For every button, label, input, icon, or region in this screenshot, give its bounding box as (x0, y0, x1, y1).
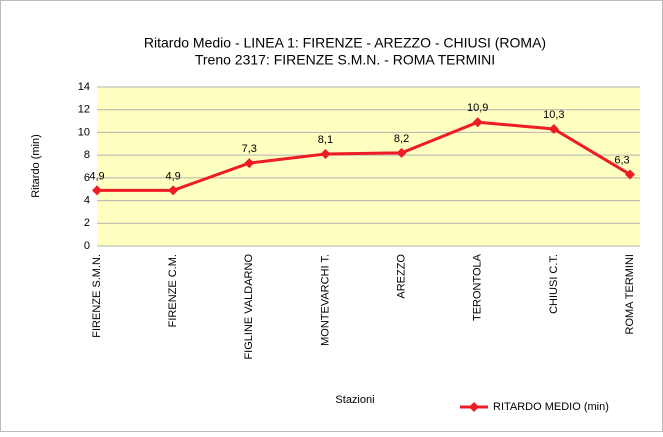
marker (244, 158, 255, 169)
marker (625, 169, 635, 180)
data-label: 8,1 (318, 134, 333, 146)
legend-label: RITARDO MEDIO (min) (493, 401, 609, 413)
data-label: 8,2 (394, 133, 409, 145)
x-tick-label: AREZZO (395, 254, 407, 299)
x-axis-label: Stazioni (335, 394, 374, 406)
marker (92, 185, 102, 196)
data-label: 7,3 (242, 143, 257, 155)
chart-subtitle: Treno 2317: FIRENZE S.M.N. - ROMA TERMIN… (195, 52, 495, 68)
data-label: 6,3 (614, 154, 629, 166)
data-label: 10,9 (467, 102, 488, 114)
marker (472, 117, 483, 128)
y-tick-label: 14 (78, 81, 90, 93)
x-tick-label: MONTEVARCHI T. (319, 254, 331, 346)
y-tick-label: 2 (84, 217, 90, 229)
x-tick-label: FIGLINE VALDARNO (243, 254, 255, 360)
y-tick-label: 8 (84, 149, 90, 161)
data-line (97, 120, 631, 192)
x-tick-label: FIRENZE S.M.N. (91, 254, 103, 338)
y-tick-label: 12 (78, 104, 90, 116)
x-tick-label: ROMA TERMINI (624, 254, 636, 334)
y-tick-label: 4 (84, 194, 90, 206)
x-tick-label: TERONTOLA (472, 253, 484, 321)
chart-title: Ritardo Medio - LINEA 1: FIRENZE - AREZZ… (144, 35, 546, 51)
data-label: 10,3 (543, 109, 564, 121)
x-tick-label: CHIUSI C.T. (548, 254, 560, 314)
marker (396, 147, 407, 158)
y-tick-label: 0 (84, 240, 90, 252)
y-axis-label: Ritardo (min) (30, 134, 42, 198)
data-label: 4,9 (89, 170, 104, 182)
plot-area (97, 87, 640, 246)
y-tick-label: 6 (84, 172, 90, 184)
marker (548, 124, 559, 135)
marker (320, 149, 331, 160)
data-label: 4,9 (165, 170, 180, 182)
y-tick-label: 10 (78, 126, 90, 138)
marker (168, 185, 179, 196)
legend-marker (469, 402, 479, 412)
x-tick-label: FIRENZE C.M. (167, 254, 179, 327)
